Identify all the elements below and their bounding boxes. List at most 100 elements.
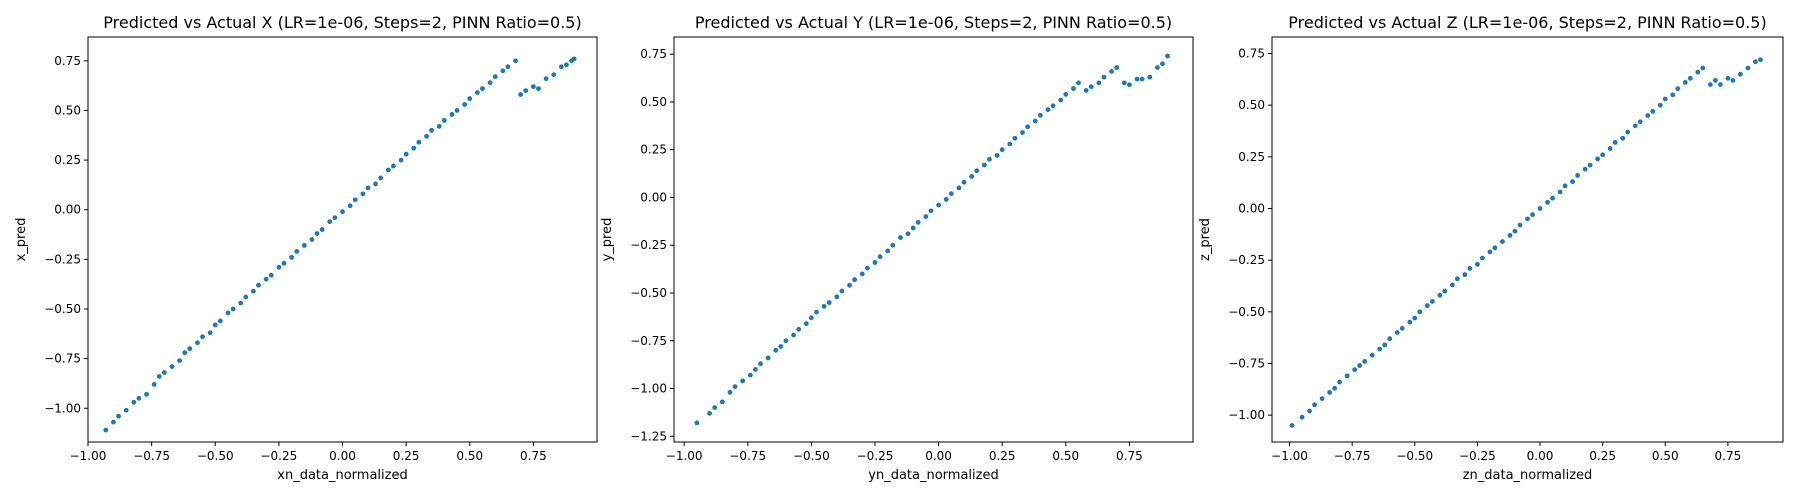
data-point xyxy=(1492,245,1498,251)
data-point xyxy=(487,80,493,86)
data-point xyxy=(1730,77,1736,83)
plot-frame-x xyxy=(87,36,598,443)
y-tick-label: −0.25 xyxy=(44,252,81,266)
y-tick-label: 0.75 xyxy=(640,47,667,61)
data-point xyxy=(116,413,121,419)
data-point xyxy=(144,391,149,397)
data-point xyxy=(1475,261,1480,267)
data-point xyxy=(928,208,934,214)
y-tick-label: 0.50 xyxy=(54,103,81,117)
data-point xyxy=(217,318,223,324)
x-tick-label: 0.25 xyxy=(1589,449,1616,463)
data-point xyxy=(1020,130,1025,135)
data-point xyxy=(1299,414,1305,420)
data-point xyxy=(1442,288,1448,294)
data-point xyxy=(230,306,236,312)
data-point xyxy=(314,231,320,236)
data-point xyxy=(994,153,1000,158)
data-point xyxy=(740,378,746,384)
data-point xyxy=(161,370,167,375)
data-point xyxy=(500,68,506,74)
data-point xyxy=(1394,330,1400,335)
data-point xyxy=(543,76,549,82)
data-point xyxy=(436,123,442,129)
data-point xyxy=(1662,96,1668,102)
data-point xyxy=(111,419,116,425)
data-point xyxy=(1139,76,1145,82)
y-tick-label: −0.25 xyxy=(630,238,667,252)
data-point xyxy=(1550,195,1555,201)
data-point xyxy=(467,96,473,101)
data-point xyxy=(877,254,883,260)
x-tick-label: −0.75 xyxy=(1334,449,1371,463)
data-point xyxy=(1357,363,1363,368)
data-point xyxy=(1417,309,1423,315)
x-tick-label: 0.75 xyxy=(1715,449,1742,463)
y-tick-label: −1.00 xyxy=(630,382,667,396)
data-point xyxy=(1399,325,1405,331)
data-point xyxy=(910,225,916,231)
data-point xyxy=(1429,299,1435,304)
x-tick-label: 0.50 xyxy=(1652,449,1679,463)
data-point xyxy=(225,310,231,316)
x-tick-label: −0.50 xyxy=(197,449,234,463)
data-point xyxy=(403,151,409,157)
x-axis-label-y: yn_data_normalized xyxy=(868,468,998,483)
data-point xyxy=(1657,102,1663,108)
data-point xyxy=(1362,359,1368,364)
data-point xyxy=(758,361,763,367)
data-point xyxy=(441,117,447,123)
data-point xyxy=(732,384,738,389)
data-point xyxy=(151,382,157,387)
x-tick-label: −0.75 xyxy=(133,449,170,463)
data-point xyxy=(1575,173,1580,178)
data-point xyxy=(1165,53,1170,59)
x-tick-label: −0.25 xyxy=(857,449,894,463)
data-point xyxy=(391,163,396,169)
data-point xyxy=(1507,232,1513,238)
data-point xyxy=(1595,156,1601,162)
data-point xyxy=(1319,396,1325,402)
data-point xyxy=(1154,65,1160,70)
data-point xyxy=(783,338,789,344)
data-point xyxy=(251,288,256,294)
y-tick-label: 0.50 xyxy=(1238,98,1265,112)
y-tick-label: 0.00 xyxy=(1238,202,1265,216)
data-point xyxy=(747,372,753,378)
data-point xyxy=(462,102,468,107)
data-point xyxy=(373,181,378,187)
data-point xyxy=(1670,92,1676,98)
data-point xyxy=(1745,65,1751,71)
data-point xyxy=(195,340,200,346)
data-point xyxy=(327,219,333,225)
data-point xyxy=(1045,107,1051,112)
data-point xyxy=(332,215,338,221)
y-tick-label: −1.25 xyxy=(630,429,667,443)
data-point xyxy=(1377,346,1383,352)
data-point xyxy=(803,321,809,326)
y-tick-label: 0.25 xyxy=(640,143,667,157)
x-tick-label: −0.25 xyxy=(1459,449,1496,463)
data-point xyxy=(905,231,911,237)
data-point xyxy=(1620,135,1626,141)
data-point xyxy=(429,127,434,133)
x-axis-label-x: xn_data_normalized xyxy=(277,468,407,483)
data-point xyxy=(1063,91,1069,97)
x-tick-label: 0.75 xyxy=(1116,449,1143,463)
data-point xyxy=(1344,373,1350,379)
data-point xyxy=(1387,336,1393,342)
x-tick-label: 0.50 xyxy=(456,449,483,463)
data-point xyxy=(558,64,564,70)
data-point xyxy=(1480,255,1485,261)
data-point xyxy=(352,197,358,203)
y-tick-label: 0.25 xyxy=(1238,150,1265,164)
data-point xyxy=(177,358,183,363)
data-point xyxy=(890,242,896,248)
data-point xyxy=(480,86,485,92)
data-point xyxy=(961,179,967,185)
y-tick-label: −0.75 xyxy=(630,334,667,348)
data-point xyxy=(1607,146,1613,151)
x-tick-label: −1.00 xyxy=(666,449,703,463)
data-point xyxy=(1332,385,1338,391)
data-point xyxy=(424,133,429,139)
